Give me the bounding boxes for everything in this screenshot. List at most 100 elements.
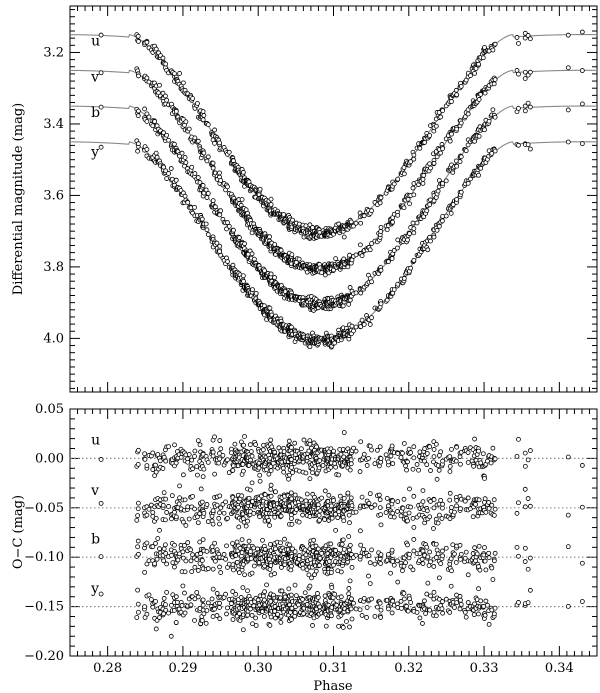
data-point-b: [183, 160, 189, 165]
data-point-y: [203, 221, 209, 227]
data-point-u: [377, 200, 383, 206]
data-point-b: [142, 106, 148, 112]
data-point-v: [267, 234, 272, 240]
residual-point-v: [300, 512, 305, 518]
residual-point-v: [225, 515, 230, 521]
data-point-b: [236, 235, 242, 240]
data-point-b: [369, 279, 374, 285]
data-point-u: [358, 220, 364, 226]
residual-point-u: [303, 470, 309, 476]
residual-point-v: [210, 521, 216, 527]
residual-point-v: [447, 497, 453, 503]
data-point-v: [516, 71, 521, 77]
residual-point-v: [266, 517, 272, 523]
residual-point-u: [377, 444, 383, 450]
residual-point-v: [348, 495, 354, 501]
x-tick-label: 0.32: [394, 661, 423, 676]
residual-point-u: [172, 442, 177, 448]
residual-point-y: [268, 598, 274, 604]
residual-point-b: [210, 548, 216, 553]
data-point-y: [192, 204, 197, 210]
residual-point-b: [98, 554, 104, 560]
residual-point-v: [458, 506, 463, 511]
residual-point-v: [431, 497, 437, 502]
residual-point-y: [153, 598, 158, 604]
residual-point-b: [482, 558, 488, 564]
residual-point-v: [400, 505, 406, 511]
residual-point-v: [135, 506, 141, 512]
data-point-u: [205, 122, 211, 127]
data-point-v: [359, 253, 365, 259]
bottom-y-tick-label: −0.20: [24, 649, 64, 664]
data-point-v: [522, 76, 528, 81]
data-point-v: [98, 70, 104, 76]
data-point-v: [218, 178, 224, 183]
residual-point-b: [157, 546, 162, 552]
residual-point-b: [339, 541, 345, 547]
residual-point-u: [253, 442, 258, 448]
residual-point-y: [164, 589, 170, 595]
residual-point-y: [248, 606, 253, 612]
residual-point-v: [303, 498, 309, 504]
residual-point-v: [239, 537, 245, 542]
residual-point-u: [383, 452, 389, 458]
data-point-b: [217, 212, 223, 218]
data-point-u: [353, 220, 359, 226]
data-point-v: [205, 154, 211, 160]
data-point-b: [226, 223, 232, 229]
residual-point-u: [185, 459, 191, 465]
residual-point-u: [240, 468, 246, 474]
residual-point-b: [394, 558, 400, 564]
data-point-y: [166, 171, 171, 176]
data-point-y: [144, 146, 150, 152]
residual-point-u: [161, 454, 167, 460]
data-point-v: [407, 201, 412, 207]
residual-point-u: [249, 453, 255, 459]
residual-point-b: [474, 551, 480, 557]
data-point-y: [359, 317, 365, 323]
residual-point-b: [427, 549, 433, 555]
residual-point-y: [204, 608, 210, 613]
residual-point-y: [267, 623, 273, 628]
residual-point-b: [452, 551, 457, 557]
top-y-tick-label: 3.6: [43, 188, 64, 203]
residual-point-u: [98, 457, 104, 462]
residual-point-v: [322, 488, 328, 494]
residual-point-y: [282, 594, 288, 600]
data-point-u: [268, 202, 274, 207]
data-point-v: [438, 150, 444, 156]
data-point-b: [212, 204, 218, 210]
residual-point-u: [375, 447, 380, 453]
top-y-tick-label: 3.4: [43, 117, 64, 132]
residual-point-y: [236, 611, 242, 616]
residual-point-b: [239, 550, 245, 555]
residual-point-v: [146, 506, 152, 512]
data-point-v: [296, 256, 302, 262]
residual-point-b: [292, 549, 298, 554]
data-point-y: [431, 234, 437, 240]
residual-point-v: [411, 525, 417, 530]
residual-point-y: [161, 596, 167, 601]
data-point-v: [345, 264, 351, 270]
residual-point-u: [307, 441, 313, 447]
data-point-u: [160, 55, 166, 61]
residual-point-v: [292, 492, 298, 498]
residual-point-u: [389, 443, 395, 449]
residual-point-v: [359, 494, 365, 500]
residual-point-v: [411, 493, 417, 499]
residual-point-b: [341, 546, 347, 552]
residual-point-u: [400, 450, 405, 456]
residual-point-u: [428, 468, 433, 473]
data-point-v: [157, 82, 162, 88]
residual-point-b: [251, 563, 257, 569]
residual-point-y: [210, 586, 216, 592]
residual-point-u: [378, 456, 384, 461]
residual-point-b: [438, 561, 444, 567]
residual-point-b: [319, 550, 325, 556]
model-curve-u: [69, 33, 597, 234]
data-point-y: [173, 177, 179, 183]
residual-point-u: [447, 463, 453, 469]
data-point-y: [367, 322, 373, 327]
residual-point-u: [353, 448, 359, 454]
residual-point-u: [232, 441, 238, 447]
